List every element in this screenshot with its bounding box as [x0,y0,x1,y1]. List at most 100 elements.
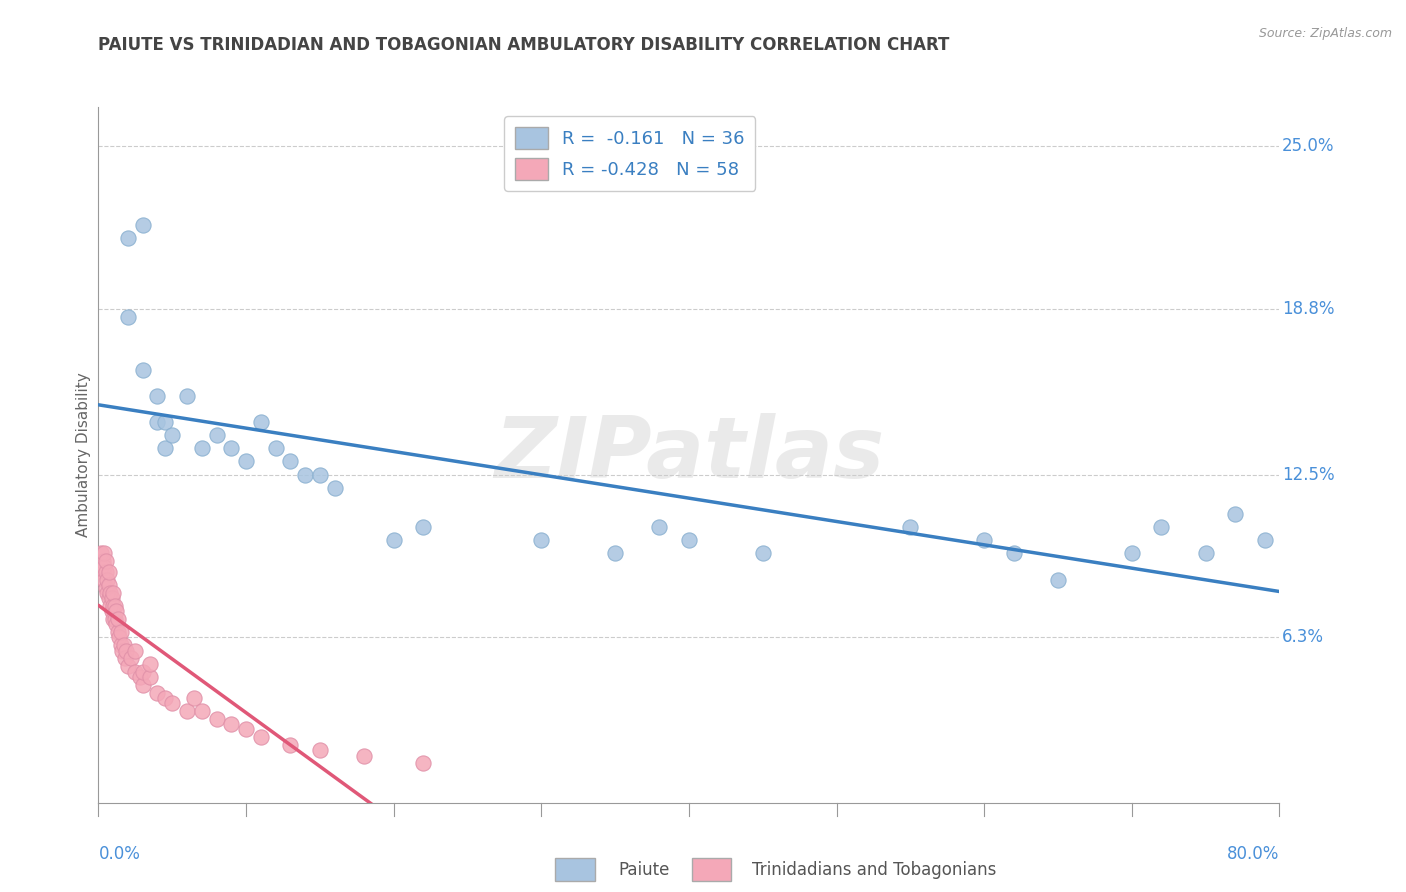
Point [1254,533,1277,548]
Point [107,612,129,626]
Text: 0.0%: 0.0% [98,845,141,863]
Point [412,756,434,771]
Point [93,573,115,587]
Point [132,362,155,376]
Point [111,643,134,657]
Point [153,442,176,456]
Point [146,389,169,403]
Point [94,581,117,595]
Point [110,625,132,640]
Text: Paiute: Paiute [619,861,671,879]
Point [235,454,257,468]
Point [191,704,214,718]
Text: 80.0%: 80.0% [1227,845,1279,863]
Point [1150,520,1173,534]
Point [412,520,434,534]
Point [973,533,995,548]
Point [1223,507,1246,521]
Point [250,415,273,429]
Point [105,617,128,632]
Point [90,546,112,560]
Point [264,442,287,456]
Point [93,559,115,574]
Point [117,310,139,324]
Point [104,599,127,613]
Point [250,730,273,744]
Point [98,599,121,613]
Point [162,696,183,710]
Point [1195,546,1218,560]
Point [900,520,922,534]
Point [132,678,155,692]
Point [309,467,332,482]
Point [139,670,162,684]
Point [1046,573,1069,587]
Point [191,442,214,456]
Point [205,712,228,726]
Point [605,546,627,560]
Point [117,659,139,673]
Point [100,591,122,605]
Point [93,546,115,560]
Point [309,743,332,757]
Point [235,723,257,737]
Point [176,704,198,718]
Point [146,415,169,429]
Point [124,665,146,679]
Point [94,565,117,579]
Text: ZIPatlas: ZIPatlas [494,413,884,497]
Point [117,231,139,245]
Point [278,738,302,752]
Point [205,428,228,442]
Point [110,638,132,652]
Point [91,554,114,568]
Point [103,599,125,613]
Text: Source: ZipAtlas.com: Source: ZipAtlas.com [1258,27,1392,40]
Point [530,533,553,548]
Point [97,565,120,579]
Point [91,565,114,579]
Point [278,454,302,468]
Point [100,604,122,618]
Point [183,690,205,705]
Point [98,586,121,600]
Point [107,625,129,640]
Point [323,481,346,495]
Text: 6.3%: 6.3% [1282,628,1324,647]
Point [96,573,118,587]
Point [1121,546,1143,560]
Point [146,685,169,699]
Point [124,643,146,657]
Point [678,533,700,548]
Point [104,612,127,626]
Point [139,657,162,671]
Point [132,665,155,679]
Point [153,415,176,429]
Point [115,643,138,657]
Point [105,604,128,618]
Point [1002,546,1025,560]
Text: 25.0%: 25.0% [1282,137,1334,155]
Point [751,546,773,560]
Point [114,651,136,665]
Point [108,631,131,645]
Point [112,638,135,652]
Point [219,717,242,731]
Text: Trinidadians and Tobagonians: Trinidadians and Tobagonians [752,861,997,879]
Point [162,428,183,442]
Point [153,690,176,705]
Point [103,586,125,600]
Point [96,586,118,600]
Point [294,467,316,482]
Point [176,389,198,403]
Text: 18.8%: 18.8% [1282,301,1334,318]
Point [120,651,142,665]
Point [128,670,150,684]
Point [97,591,120,605]
Point [103,612,125,626]
Point [90,559,112,574]
Point [94,554,117,568]
Text: PAIUTE VS TRINIDADIAN AND TOBAGONIAN AMBULATORY DISABILITY CORRELATION CHART: PAIUTE VS TRINIDADIAN AND TOBAGONIAN AMB… [98,36,950,54]
Point [353,748,375,763]
Text: 12.5%: 12.5% [1282,466,1334,483]
